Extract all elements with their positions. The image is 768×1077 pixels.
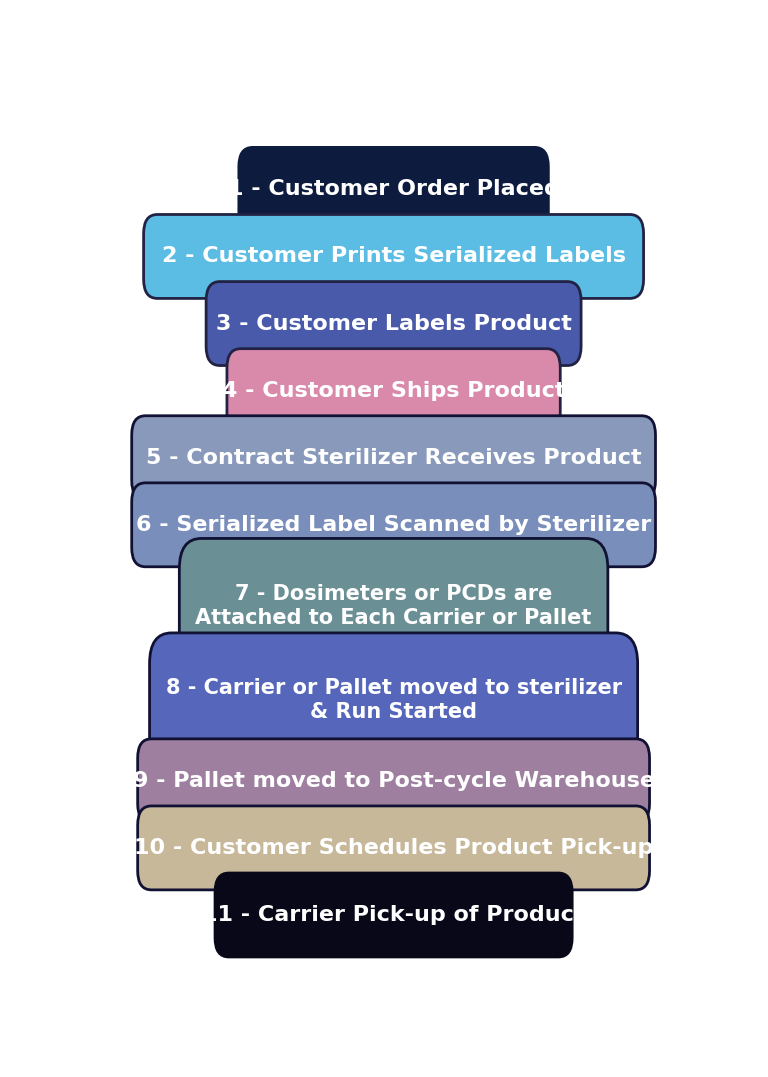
FancyBboxPatch shape	[132, 482, 656, 567]
Text: 5 - Contract Sterilizer Receives Product: 5 - Contract Sterilizer Receives Product	[146, 448, 641, 467]
Text: 4 - Customer Ships Product: 4 - Customer Ships Product	[222, 380, 565, 401]
FancyBboxPatch shape	[150, 633, 637, 767]
FancyBboxPatch shape	[206, 281, 581, 365]
FancyBboxPatch shape	[215, 873, 572, 957]
Text: 6 - Serialized Label Scanned by Sterilizer: 6 - Serialized Label Scanned by Steriliz…	[136, 515, 651, 535]
FancyBboxPatch shape	[227, 349, 561, 433]
Text: 8 - Carrier or Pallet moved to sterilizer
& Run Started: 8 - Carrier or Pallet moved to sterilize…	[166, 679, 621, 722]
FancyBboxPatch shape	[239, 148, 548, 232]
Text: 7 - Dosimeters or PCDs are
Attached to Each Carrier or Pallet: 7 - Dosimeters or PCDs are Attached to E…	[195, 584, 592, 628]
FancyBboxPatch shape	[137, 806, 650, 890]
Text: 10 - Customer Schedules Product Pick-up: 10 - Customer Schedules Product Pick-up	[134, 838, 654, 858]
Text: 9 - Pallet moved to Post-cycle Warehouse: 9 - Pallet moved to Post-cycle Warehouse	[133, 771, 654, 791]
FancyBboxPatch shape	[144, 214, 644, 298]
FancyBboxPatch shape	[132, 416, 656, 500]
Text: 11 - Carrier Pick-up of Product: 11 - Carrier Pick-up of Product	[202, 905, 585, 925]
Text: 2 - Customer Prints Serialized Labels: 2 - Customer Prints Serialized Labels	[161, 247, 626, 266]
FancyBboxPatch shape	[180, 538, 608, 673]
FancyBboxPatch shape	[137, 739, 650, 823]
Text: 3 - Customer Labels Product: 3 - Customer Labels Product	[216, 313, 571, 334]
Text: 1 - Customer Order Placed: 1 - Customer Order Placed	[227, 180, 560, 199]
